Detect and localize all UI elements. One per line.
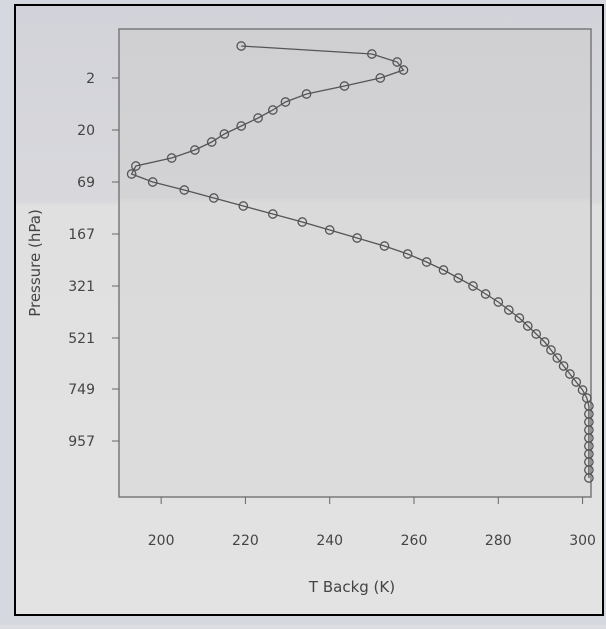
data-point bbox=[280, 97, 291, 107]
data-point bbox=[565, 369, 575, 379]
data-point bbox=[522, 321, 533, 331]
data-point bbox=[179, 185, 190, 195]
x-tick-label: 280 bbox=[485, 533, 512, 549]
y-tick-label: 521 bbox=[68, 331, 95, 347]
data-point bbox=[531, 329, 542, 339]
data-point bbox=[571, 377, 582, 387]
data-point bbox=[375, 73, 386, 83]
data-point bbox=[503, 305, 514, 315]
data-point bbox=[253, 113, 263, 123]
data-point bbox=[421, 257, 432, 267]
data-point bbox=[539, 337, 550, 347]
y-tick-label: 69 bbox=[77, 175, 95, 191]
data-point bbox=[147, 177, 158, 187]
data-point bbox=[546, 345, 556, 355]
data-point bbox=[577, 385, 588, 395]
data-point bbox=[352, 233, 362, 243]
data-point bbox=[514, 313, 525, 323]
data-point bbox=[379, 241, 390, 251]
data-point bbox=[126, 169, 137, 179]
data-point bbox=[190, 145, 200, 155]
x-tick-label: 240 bbox=[316, 533, 343, 549]
data-point bbox=[468, 281, 478, 291]
data-point bbox=[552, 353, 563, 363]
data-point bbox=[392, 57, 402, 67]
x-axis-ticks: 200 220 240 260 280 300 bbox=[148, 497, 596, 549]
data-point bbox=[584, 473, 594, 483]
y-tick-label: 957 bbox=[68, 434, 95, 450]
data-point bbox=[166, 153, 177, 163]
y-tick-label: 20 bbox=[77, 123, 95, 139]
y-tick-label: 321 bbox=[68, 279, 95, 295]
y-axis-label: Pressure (hPa) bbox=[26, 209, 44, 317]
data-point bbox=[219, 129, 230, 139]
series-line bbox=[130, 45, 590, 478]
data-point bbox=[267, 105, 278, 115]
x-tick-label: 200 bbox=[148, 533, 175, 549]
data-point bbox=[339, 81, 350, 91]
data-point bbox=[236, 121, 247, 131]
data-point bbox=[480, 289, 491, 299]
y-tick-label: 2 bbox=[86, 71, 95, 87]
data-point bbox=[131, 161, 141, 171]
data-point bbox=[493, 297, 504, 307]
x-tick-label: 300 bbox=[569, 533, 596, 549]
data-point bbox=[402, 249, 413, 259]
series bbox=[126, 41, 594, 483]
data-point bbox=[238, 201, 249, 211]
x-axis-label: T Backg (K) bbox=[308, 578, 395, 596]
data-point bbox=[297, 217, 308, 227]
data-point bbox=[206, 137, 217, 147]
data-point bbox=[367, 49, 377, 59]
plot-area bbox=[118, 28, 592, 498]
x-tick-label: 260 bbox=[401, 533, 428, 549]
data-point bbox=[236, 41, 247, 51]
data-point bbox=[324, 225, 335, 235]
data-point bbox=[438, 265, 449, 275]
data-point bbox=[267, 209, 278, 219]
data-point bbox=[208, 193, 219, 203]
x-tick-label: 220 bbox=[232, 533, 259, 549]
y-axis-ticks: 2 20 69 167 321 521 749 957 bbox=[68, 71, 119, 450]
data-point bbox=[453, 273, 464, 283]
data-point bbox=[301, 89, 312, 99]
data-point bbox=[398, 65, 409, 75]
y-tick-label: 749 bbox=[68, 382, 95, 398]
y-tick-label: 167 bbox=[68, 227, 95, 243]
data-point bbox=[558, 361, 569, 371]
